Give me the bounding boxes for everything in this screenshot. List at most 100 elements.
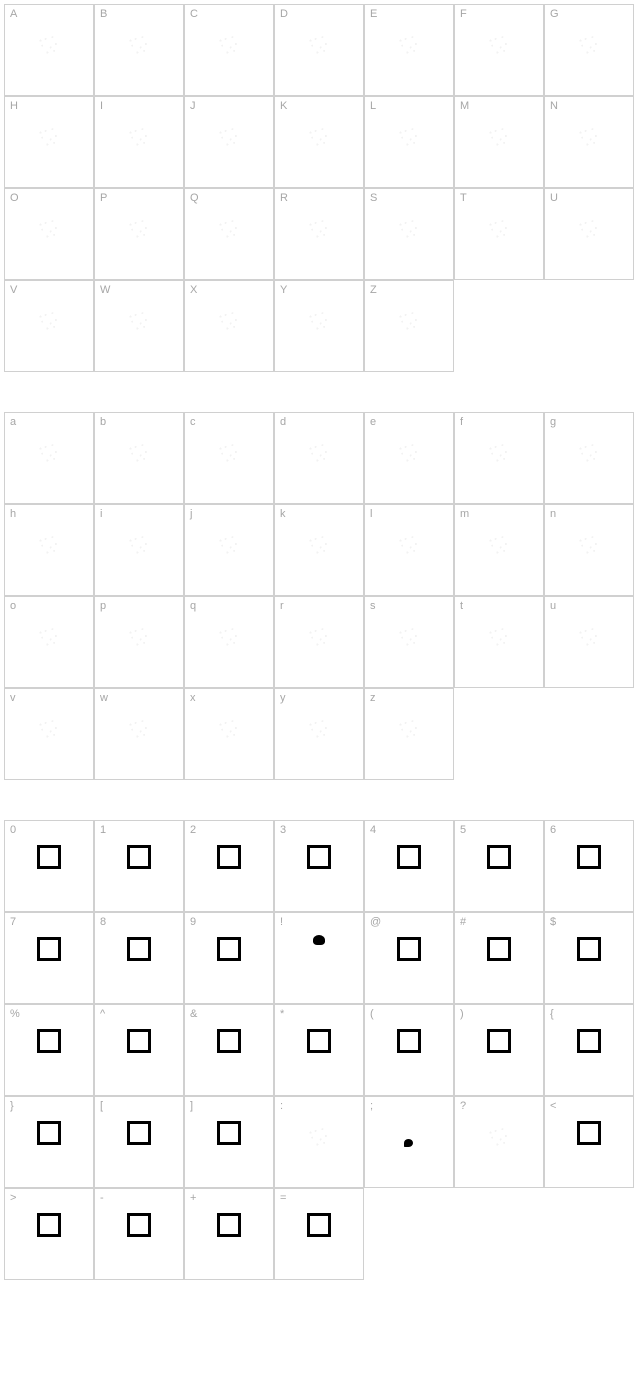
glyph-area bbox=[95, 1117, 183, 1187]
glyph-area bbox=[365, 709, 453, 779]
glyph-area bbox=[365, 117, 453, 187]
cell-label: i bbox=[100, 508, 102, 520]
glyph-cell: P bbox=[94, 188, 184, 280]
glyph-area bbox=[5, 709, 93, 779]
outline-glyph-icon bbox=[212, 435, 246, 469]
glyph-area bbox=[275, 525, 363, 595]
glyph-area bbox=[5, 209, 93, 279]
glyph-cell: R bbox=[274, 188, 364, 280]
glyph-area bbox=[185, 433, 273, 503]
glyph-cell: Y bbox=[274, 280, 364, 372]
box-glyph-icon bbox=[397, 937, 421, 961]
glyph-area bbox=[5, 117, 93, 187]
glyph-area bbox=[95, 1209, 183, 1279]
glyph-area bbox=[545, 117, 633, 187]
glyph-cell: 7 bbox=[4, 912, 94, 1004]
glyph-area bbox=[185, 117, 273, 187]
glyph-cell: 5 bbox=[454, 820, 544, 912]
glyph-grid: 0123456789!@#$%^&*(){}[]:;?<>-+= bbox=[4, 820, 636, 1280]
cell-label: u bbox=[550, 600, 556, 612]
glyph-area bbox=[455, 1025, 543, 1095]
glyph-area bbox=[365, 301, 453, 371]
cell-label: x bbox=[190, 692, 196, 704]
glyph-area bbox=[275, 301, 363, 371]
glyph-area bbox=[185, 25, 273, 95]
cell-label: ( bbox=[370, 1008, 374, 1020]
cell-label: o bbox=[10, 600, 16, 612]
glyph-cell: s bbox=[364, 596, 454, 688]
box-glyph-icon bbox=[577, 1121, 601, 1145]
cell-label: y bbox=[280, 692, 286, 704]
cell-label: K bbox=[280, 100, 287, 112]
glyph-area bbox=[95, 301, 183, 371]
glyph-area bbox=[95, 617, 183, 687]
box-glyph-icon bbox=[127, 1213, 151, 1237]
glyph-area bbox=[365, 617, 453, 687]
glyph-area bbox=[5, 617, 93, 687]
glyph-area bbox=[95, 433, 183, 503]
glyph-cell: ) bbox=[454, 1004, 544, 1096]
cell-label: d bbox=[280, 416, 286, 428]
glyph-cell: n bbox=[544, 504, 634, 596]
glyph-area bbox=[455, 933, 543, 1003]
glyph-cell: * bbox=[274, 1004, 364, 1096]
outline-glyph-icon bbox=[212, 527, 246, 561]
cell-label: J bbox=[190, 100, 196, 112]
glyph-area bbox=[185, 709, 273, 779]
box-glyph-icon bbox=[37, 1121, 61, 1145]
character-map: ABCDEFGHIJKLMNOPQRSTUVWXYZabcdefghijklmn… bbox=[4, 4, 636, 1280]
glyph-area bbox=[365, 209, 453, 279]
cell-label: ? bbox=[460, 1100, 466, 1112]
cell-label: b bbox=[100, 416, 106, 428]
glyph-grid: abcdefghijklmnopqrstuvwxyz bbox=[4, 412, 636, 780]
glyph-cell: > bbox=[4, 1188, 94, 1280]
glyph-cell: g bbox=[544, 412, 634, 504]
outline-glyph-icon bbox=[302, 119, 336, 153]
glyph-area bbox=[275, 1209, 363, 1279]
outline-glyph-icon bbox=[302, 527, 336, 561]
glyph-area bbox=[275, 841, 363, 911]
glyph-area bbox=[545, 1025, 633, 1095]
outline-glyph-icon bbox=[482, 435, 516, 469]
box-glyph-icon bbox=[217, 1121, 241, 1145]
box-glyph-icon bbox=[127, 1029, 151, 1053]
cell-label: j bbox=[190, 508, 192, 520]
glyph-cell: = bbox=[274, 1188, 364, 1280]
glyph-area bbox=[95, 525, 183, 595]
glyph-cell: ; bbox=[364, 1096, 454, 1188]
glyph-cell: 1 bbox=[94, 820, 184, 912]
glyph-cell: 0 bbox=[4, 820, 94, 912]
cell-label: f bbox=[460, 416, 463, 428]
glyph-cell: z bbox=[364, 688, 454, 780]
cell-label: 6 bbox=[550, 824, 556, 836]
glyph-area bbox=[545, 933, 633, 1003]
glyph-area bbox=[95, 1025, 183, 1095]
glyph-area bbox=[95, 209, 183, 279]
glyph-cell: w bbox=[94, 688, 184, 780]
cell-label: & bbox=[190, 1008, 197, 1020]
cell-label: r bbox=[280, 600, 284, 612]
glyph-cell: T bbox=[454, 188, 544, 280]
outline-glyph-icon bbox=[482, 119, 516, 153]
cell-label: c bbox=[190, 416, 196, 428]
outline-glyph-icon bbox=[482, 27, 516, 61]
cell-label: * bbox=[280, 1008, 284, 1020]
glyph-cell: 4 bbox=[364, 820, 454, 912]
cell-label: { bbox=[550, 1008, 554, 1020]
outline-glyph-icon bbox=[212, 619, 246, 653]
outline-glyph-icon bbox=[302, 711, 336, 745]
outline-glyph-icon bbox=[392, 211, 426, 245]
glyph-cell: u bbox=[544, 596, 634, 688]
outline-glyph-icon bbox=[32, 119, 66, 153]
outline-glyph-icon bbox=[482, 619, 516, 653]
outline-glyph-icon bbox=[302, 303, 336, 337]
box-glyph-icon bbox=[217, 1029, 241, 1053]
box-glyph-icon bbox=[577, 1029, 601, 1053]
glyph-cell: h bbox=[4, 504, 94, 596]
outline-glyph-icon bbox=[482, 211, 516, 245]
cell-label: % bbox=[10, 1008, 20, 1020]
box-glyph-icon bbox=[397, 1029, 421, 1053]
cell-label: F bbox=[460, 8, 467, 20]
glyph-area bbox=[5, 933, 93, 1003]
cell-label: w bbox=[100, 692, 108, 704]
